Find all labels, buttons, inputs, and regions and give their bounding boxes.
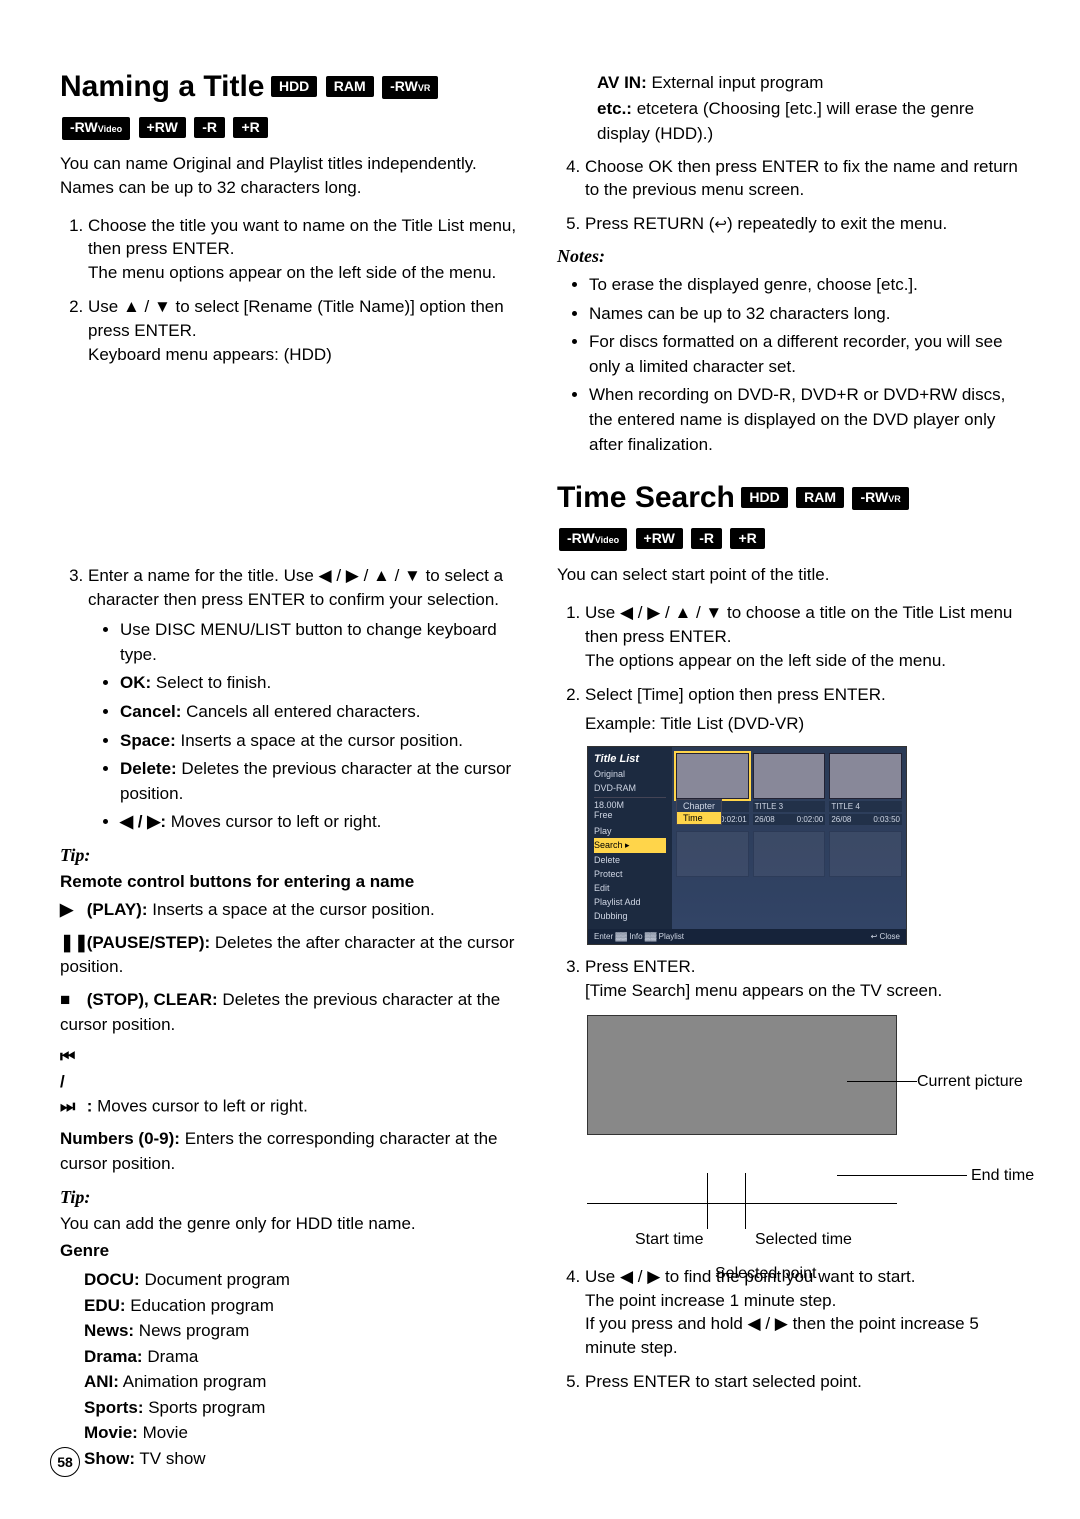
remote-item-2: ■ (STOP), CLEAR: Deletes the previous ch… — [60, 988, 533, 1037]
tl-thumb-2 — [829, 753, 902, 799]
remote-item-3: ⏮ / ⏭ : Moves cursor to left or right. — [60, 1045, 533, 1119]
tl-side-item-3: Protect — [594, 867, 666, 881]
naming-step-4: Choose OK then press ENTER to fix the na… — [585, 155, 1030, 203]
ts-badge-plusrw: +RW — [636, 528, 683, 549]
return-icon: ↩ — [714, 214, 727, 235]
genre-2: News: News program — [84, 1318, 533, 1344]
tip1-sub: Remote control buttons for entering a na… — [60, 872, 533, 892]
naming-title-heading: Naming a Title — [60, 70, 265, 103]
ts-start-time-label: Start time — [635, 1231, 703, 1249]
ts-badge-minusr: -R — [691, 528, 722, 549]
genre-7: Show: TV show — [84, 1446, 533, 1472]
remote-item-1: ❚❚ (PAUSE/STEP): Deletes the after chara… — [60, 931, 533, 980]
ts-selected-point-label: Selected point — [715, 1265, 816, 1283]
tl-submenu: Chapter Time — [676, 799, 722, 825]
keyboard-figure-placeholder — [60, 376, 533, 556]
remote-item-4: Numbers (0-9): Enters the corresponding … — [60, 1127, 533, 1176]
tl-free: 18.00M Free — [594, 797, 666, 822]
ts-intro: You can select start point of the title. — [557, 563, 1030, 587]
naming-step-3: Enter a name for the title. Use ◀ / ▶ / … — [88, 564, 533, 835]
genre-0: DOCU: Document program — [84, 1267, 533, 1293]
naming-step-5: Press RETURN (↩) repeatedly to exit the … — [585, 212, 1030, 236]
timesearch-figure: Current picture Start time Selected time… — [587, 1015, 967, 1255]
genre-1: EDU: Education program — [84, 1293, 533, 1319]
tl-thumb-1 — [753, 753, 826, 799]
ts-preview — [587, 1015, 897, 1135]
step3-bullet-4: Delete: Deletes the previous character a… — [120, 757, 533, 806]
genre-6: Movie: Movie — [84, 1420, 533, 1446]
tl-bottom-right: ↩ Close — [871, 932, 900, 941]
tl-side-item-5: Playlist Add — [594, 895, 666, 909]
badge-plusr: +R — [233, 117, 267, 138]
note-0: To erase the displayed genre, choose [et… — [589, 273, 1030, 298]
tl-header: Title List — [594, 751, 666, 767]
tl-bottom-left: Enter ▓▓ Info ▓▓ Playlist — [594, 932, 684, 941]
badge-hdd: HDD — [271, 76, 317, 97]
step3-bullet-1: OK: Select to finish. — [120, 671, 533, 696]
ts-selected-time-label: Selected time — [755, 1231, 852, 1249]
note-2: For discs formatted on a different recor… — [589, 330, 1030, 379]
tip2-text: You can add the genre only for HDD title… — [60, 1212, 533, 1236]
tip2-heading: Tip: — [60, 1187, 533, 1208]
badge-plusrw: +RW — [139, 117, 186, 138]
tl-sub2: DVD-RAM — [594, 781, 666, 795]
ts-current-picture-label: Current picture — [917, 1073, 1023, 1091]
badge-ram: RAM — [326, 76, 374, 97]
title-list-figure: 2/3 Title List Original DVD-RAM 18.00M F… — [587, 746, 907, 945]
note-3: When recording on DVD-R, DVD+R or DVD+RW… — [589, 383, 1030, 457]
timesearch-heading: Time Search — [557, 481, 735, 514]
tl-thumb-0 — [676, 753, 749, 799]
tip1-heading: Tip: — [60, 845, 533, 866]
tl-side-item-0: Play — [594, 824, 666, 838]
ts-example: Example: Title List (DVD-VR) — [585, 712, 1030, 736]
ts-badge-ram: RAM — [796, 487, 844, 508]
tl-side-item-4: Edit — [594, 881, 666, 895]
ts-badge-rwvideo: -RWVideo — [559, 528, 627, 551]
genre-cont-0: AV IN: External input program — [597, 70, 1030, 96]
tl-side-item-2: Delete — [594, 853, 666, 867]
badge-rwvideo: -RWVideo — [62, 117, 130, 140]
ts-step-3: Press ENTER. [Time Search] menu appears … — [585, 955, 1030, 1003]
naming-intro: You can name Original and Playlist title… — [60, 152, 533, 200]
step3-bullet-0: Use DISC MENU/LIST button to change keyb… — [120, 618, 533, 667]
genre-4: ANI: Animation program — [84, 1369, 533, 1395]
ts-step-2: Select [Time] option then press ENTER. E… — [585, 683, 1030, 737]
page-number: 58 — [50, 1447, 80, 1477]
step3-bullet-3: Space: Inserts a space at the cursor pos… — [120, 729, 533, 754]
naming-step-2: Use ▲ / ▼ to select [Rename (Title Name)… — [88, 295, 533, 366]
ts-step-5: Press ENTER to start selected point. — [585, 1370, 1030, 1394]
ts-end-time-label: End time — [971, 1167, 1034, 1185]
remote-item-0: ▶ (PLAY): Inserts a space at the cursor … — [60, 898, 533, 923]
tl-sub1: Original — [594, 767, 666, 781]
naming-step-1: Choose the title you want to name on the… — [88, 214, 533, 285]
genre-3: Drama: Drama — [84, 1344, 533, 1370]
note-1: Names can be up to 32 characters long. — [589, 302, 1030, 327]
step3-bullet-2: Cancel: Cancels all entered characters. — [120, 700, 533, 725]
ts-step-1: Use ◀ / ▶ / ▲ / ▼ to choose a title on t… — [585, 601, 1030, 672]
tl-side-item-6: Dubbing — [594, 909, 666, 923]
step3-bullet-5: ◀ / ▶: Moves cursor to left or right. — [120, 810, 533, 835]
ts-badge-rwvr: -RWVR — [852, 487, 908, 510]
ts-badge-plusr: +R — [730, 528, 764, 549]
genre-heading: Genre — [60, 1241, 533, 1261]
badge-minusr: -R — [194, 117, 225, 138]
ts-badge-hdd: HDD — [741, 487, 787, 508]
notes-heading: Notes: — [557, 246, 1030, 267]
badge-rwvr: -RWVR — [382, 76, 438, 99]
genre-cont-1: etc.: etcetera (Choosing [etc.] will era… — [597, 96, 1030, 147]
genre-5: Sports: Sports program — [84, 1395, 533, 1421]
tl-side-item-1: Search ▸ — [594, 838, 666, 853]
